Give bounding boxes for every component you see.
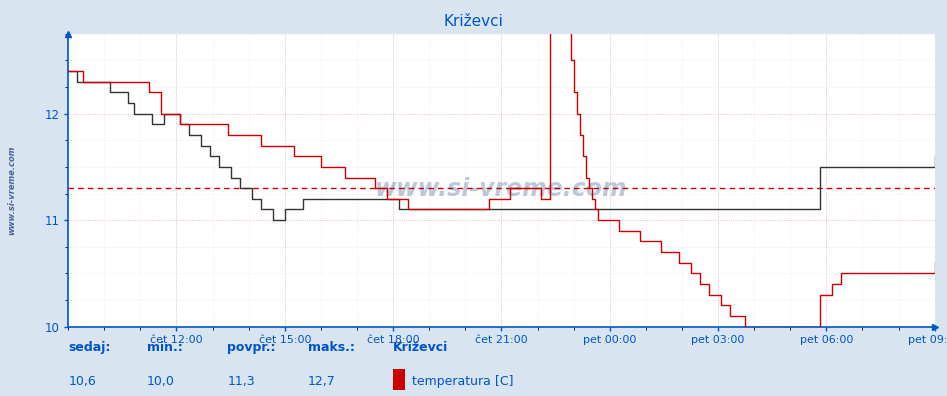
Text: temperatura [C]: temperatura [C] [412,375,513,388]
Text: maks.:: maks.: [308,341,354,354]
Text: www.si-vreme.com: www.si-vreme.com [7,145,16,235]
Text: 10,6: 10,6 [68,375,96,388]
Text: 11,3: 11,3 [227,375,255,388]
Text: sedaj:: sedaj: [68,341,111,354]
Text: povpr.:: povpr.: [227,341,276,354]
Text: 12,7: 12,7 [308,375,335,388]
Text: 10,0: 10,0 [147,375,174,388]
Text: Križevci: Križevci [393,341,448,354]
Text: www.si-vreme.com: www.si-vreme.com [375,177,628,201]
Text: Križevci: Križevci [443,14,504,29]
Text: min.:: min.: [147,341,183,354]
